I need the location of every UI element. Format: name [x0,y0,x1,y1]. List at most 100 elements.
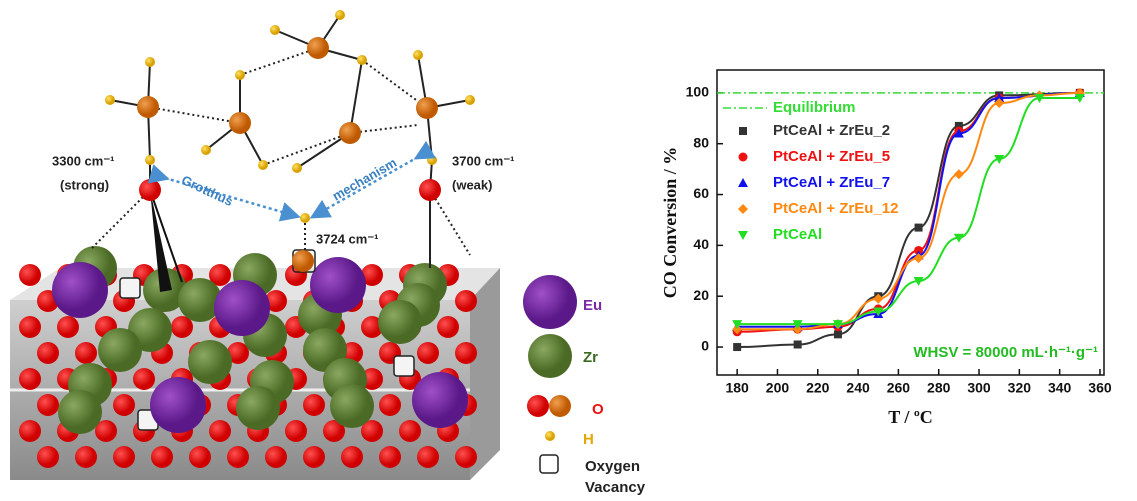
legend-eu [523,275,577,329]
marker [732,324,743,335]
annotation-label: (weak) [452,177,492,192]
oxygen-atom [19,316,41,338]
marker [738,178,748,187]
y-tick-label: 0 [701,338,709,354]
hydrogen-bond [429,189,471,256]
oxygen-atom [379,446,401,468]
hydrogen-atom [465,95,475,105]
oxygen-atom [455,446,477,468]
oxygen-atom [57,316,79,338]
oxygen-atom [265,446,287,468]
x-tick-label: 260 [887,380,911,396]
zr-atom [58,390,102,434]
x-tick-label: 340 [1048,380,1072,396]
oxygen-atom [437,316,459,338]
hydrogen-bond [89,189,151,251]
marker [914,223,923,232]
marker [792,324,803,335]
oxygen-atom [417,446,439,468]
marker [738,231,748,240]
oxygen-atom [75,342,97,364]
diagram: 3300 cm⁻¹ (strong) 3700 cm⁻¹ (weak) 3724 cm⁻… [10,10,646,496]
legend-label: PtCeAl + ZrEu_2 [773,122,890,139]
oxygen-atom [455,290,477,312]
annotation-label: 3700 cm⁻¹ [452,153,515,168]
oxygen-atom [19,368,41,390]
oxygen-atom [37,446,59,468]
oxygen-atom [75,446,97,468]
vacancy [119,277,141,299]
marker [733,343,742,352]
water-oxygen [339,122,361,144]
oxygen-atom [19,420,41,442]
legend-label: Zr [583,349,598,366]
y-tick-label: 100 [686,84,710,100]
marker [914,245,924,255]
marker [953,233,964,243]
hydrogen-atom [201,145,211,155]
oxygen-atom [399,420,421,442]
legend-label: Oxygen [585,458,640,475]
bond [349,59,363,134]
oxygen-atom [95,420,117,442]
y-tick-label: 20 [693,287,709,303]
x-tick-label: 300 [967,380,991,396]
marker [953,128,964,138]
legend-label: Eu [583,297,602,314]
marker [833,330,842,339]
oxygen-atom [227,342,249,364]
hydrogen-atom [413,50,423,60]
legend-label: O [592,401,604,418]
hydroxyl-oxygen [139,179,161,201]
marker [994,92,1005,102]
legend-label: H [583,431,594,448]
hydrogen-atom [145,155,155,165]
oxygen-atom [113,446,135,468]
series-line [737,91,1080,331]
water-oxygen [229,112,251,134]
zr-atom [188,340,232,384]
arrow [147,164,301,222]
water-oxygen [137,96,159,118]
eu-atom [310,257,366,313]
annotation: WHSV = 80000 mL·h⁻¹·g⁻¹ [913,344,1098,361]
hydrogen-atom [357,55,367,65]
oxygen-atom [303,446,325,468]
oxygen-atom [133,368,155,390]
annotation-label: 3724 cm⁻¹ [316,231,379,246]
hydroxyl-oxygen [419,179,441,201]
oxygen-atom [37,394,59,416]
hydrogen-atom [427,155,437,165]
oxygen-atom [265,290,287,312]
hydrogen-atom [300,213,310,223]
y-tick-label: 40 [693,236,709,252]
oxygen-atom [303,394,325,416]
eu-atom [214,280,270,336]
marker [1074,93,1085,103]
marker [873,307,884,317]
oxygen-atom [455,342,477,364]
oxygen-atom [361,316,383,338]
y-tick-label: 80 [693,134,709,150]
legend-label: PtCeAl [773,226,822,243]
oxygen-atom [209,420,231,442]
hydrogen-atom [335,10,345,20]
zr-atom [378,300,422,344]
eu-atom [412,372,468,428]
legend-label: PtCeAl + ZrEu_7 [773,174,890,191]
oxygen-atom [285,420,307,442]
oxygen-atom [209,264,231,286]
legend-o [549,395,571,417]
marker [738,152,748,162]
oxygen-atom [323,420,345,442]
oxygen-atom [19,264,41,286]
zr-atom [98,328,142,372]
oxygen-atom [189,446,211,468]
marker [994,154,1005,164]
hydrogen-atom [292,163,302,173]
marker [738,204,748,214]
hydrogen-bond [239,47,319,76]
hydrogen-atom [270,25,280,35]
hydrogen-bond [262,132,351,166]
